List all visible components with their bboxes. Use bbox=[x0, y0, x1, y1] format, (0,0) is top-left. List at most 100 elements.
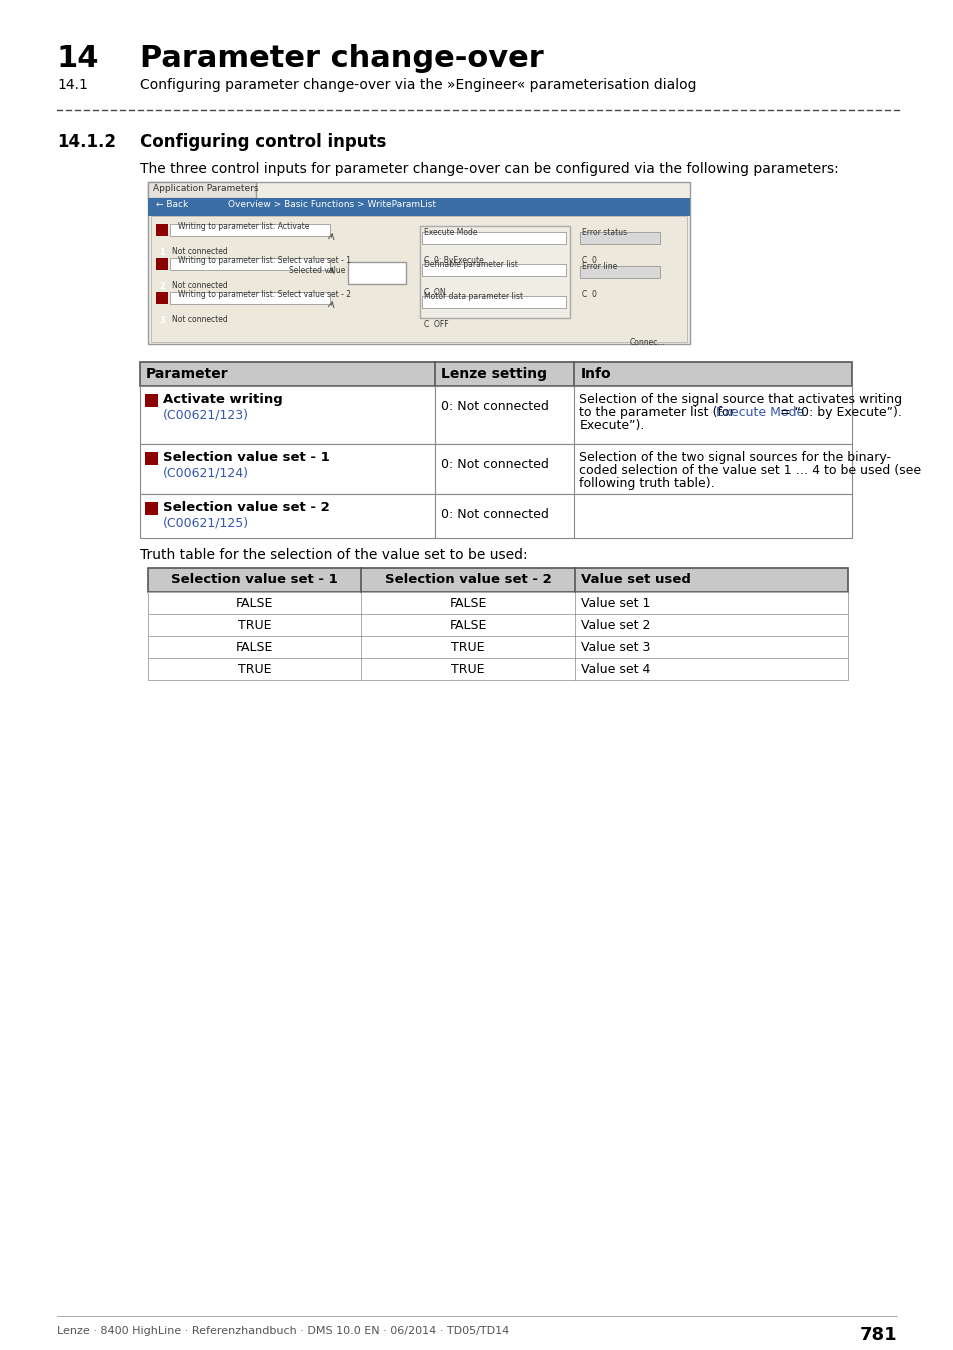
Bar bbox=[140, 444, 851, 494]
Text: Truth table for the selection of the value set to be used:: Truth table for the selection of the val… bbox=[140, 548, 527, 562]
Text: Activate writing: Activate writing bbox=[163, 393, 282, 406]
Text: Execute Mode: Execute Mode bbox=[423, 228, 477, 238]
Text: TRUE: TRUE bbox=[451, 641, 484, 653]
Text: following truth table).: following truth table). bbox=[578, 477, 714, 490]
Text: 14.1: 14.1 bbox=[57, 78, 88, 92]
Text: = “0: by Execute”).: = “0: by Execute”). bbox=[776, 406, 902, 418]
Bar bbox=[148, 614, 847, 636]
Bar bbox=[140, 386, 851, 444]
Bar bbox=[156, 292, 168, 304]
Bar bbox=[421, 296, 565, 308]
Text: 0: Not connected: 0: Not connected bbox=[441, 458, 549, 471]
Text: Selection of the signal source that activates writing: Selection of the signal source that acti… bbox=[578, 393, 902, 406]
Text: Parameter change-over: Parameter change-over bbox=[140, 45, 543, 73]
Text: coded selection of the value set 1 … 4 to be used (see: coded selection of the value set 1 … 4 t… bbox=[578, 464, 921, 477]
Text: Selection of the two signal sources for the binary-: Selection of the two signal sources for … bbox=[578, 451, 890, 464]
Text: Application Parameters: Application Parameters bbox=[152, 184, 258, 193]
Text: Motor data parameter list: Motor data parameter list bbox=[423, 292, 522, 301]
Text: Parameter: Parameter bbox=[146, 367, 229, 381]
Text: 3: 3 bbox=[148, 516, 155, 526]
Bar bbox=[140, 362, 851, 386]
Bar bbox=[170, 224, 330, 236]
Text: C  0: ByExecute: C 0: ByExecute bbox=[423, 256, 483, 265]
Text: Not connected: Not connected bbox=[172, 315, 228, 324]
Bar bbox=[579, 232, 659, 244]
Bar bbox=[151, 216, 686, 342]
Text: Connec...: Connec... bbox=[629, 338, 665, 347]
Text: 2: 2 bbox=[159, 282, 165, 292]
Bar bbox=[140, 386, 851, 444]
Text: Value set 2: Value set 2 bbox=[580, 620, 650, 632]
Text: Value set 4: Value set 4 bbox=[580, 663, 650, 676]
Text: 14.1.2: 14.1.2 bbox=[57, 134, 116, 151]
Text: FALSE: FALSE bbox=[449, 597, 486, 610]
Text: 0: Not connected: 0: Not connected bbox=[441, 508, 549, 521]
Text: Execute Mode: Execute Mode bbox=[715, 406, 803, 418]
Text: Not connected: Not connected bbox=[172, 281, 228, 290]
Text: Info: Info bbox=[579, 367, 610, 381]
Text: Lenze · 8400 HighLine · Referenzhandbuch · DMS 10.0 EN · 06/2014 · TD05/TD14: Lenze · 8400 HighLine · Referenzhandbuch… bbox=[57, 1326, 509, 1336]
Bar bbox=[156, 224, 168, 236]
Text: FALSE: FALSE bbox=[235, 597, 274, 610]
Bar bbox=[148, 198, 689, 216]
Text: (C00621/125): (C00621/125) bbox=[163, 516, 249, 529]
Bar bbox=[421, 232, 565, 244]
Text: Value set 1: Value set 1 bbox=[580, 597, 650, 610]
Text: Error line: Error line bbox=[581, 262, 617, 271]
Text: 0: Not connected: 0: Not connected bbox=[441, 400, 549, 413]
Text: C  OFF: C OFF bbox=[423, 320, 448, 329]
Bar bbox=[421, 265, 565, 275]
Bar bbox=[148, 657, 847, 680]
Text: 2: 2 bbox=[148, 466, 155, 477]
Bar bbox=[140, 494, 851, 539]
Text: FALSE: FALSE bbox=[235, 641, 274, 653]
Bar bbox=[170, 258, 330, 270]
Text: Configuring control inputs: Configuring control inputs bbox=[140, 134, 386, 151]
Bar bbox=[148, 182, 689, 344]
Text: Overview > Basic Functions > WriteParamList: Overview > Basic Functions > WriteParamL… bbox=[228, 200, 436, 209]
Text: Writing to parameter list: Activate: Writing to parameter list: Activate bbox=[178, 221, 309, 231]
Bar bbox=[156, 258, 168, 270]
Text: Selection value set - 1: Selection value set - 1 bbox=[163, 451, 330, 464]
Text: 1: 1 bbox=[148, 408, 155, 418]
Bar bbox=[170, 292, 330, 304]
Bar bbox=[148, 182, 255, 198]
Bar bbox=[140, 444, 851, 494]
Bar bbox=[140, 494, 851, 539]
Text: Definable parameter list: Definable parameter list bbox=[423, 261, 517, 269]
Bar bbox=[148, 593, 847, 614]
Text: Not connected: Not connected bbox=[172, 247, 228, 256]
Text: Lenze setting: Lenze setting bbox=[441, 367, 547, 381]
Text: Error status: Error status bbox=[581, 228, 626, 238]
Text: Selection value set - 2: Selection value set - 2 bbox=[384, 572, 551, 586]
Text: Value set used: Value set used bbox=[580, 572, 690, 586]
Bar bbox=[348, 262, 406, 284]
Text: 14: 14 bbox=[57, 45, 99, 73]
Text: Selection value set - 1: Selection value set - 1 bbox=[172, 572, 337, 586]
Text: (C00621/123): (C00621/123) bbox=[163, 408, 249, 421]
Text: C  ON: C ON bbox=[423, 288, 445, 297]
Text: ← Back: ← Back bbox=[156, 200, 188, 209]
Text: C  0: C 0 bbox=[581, 256, 597, 265]
Text: The three control inputs for parameter change-over can be configured via the fol: The three control inputs for parameter c… bbox=[140, 162, 838, 176]
Bar bbox=[148, 657, 847, 680]
Bar bbox=[148, 614, 847, 636]
Text: to the parameter list (for: to the parameter list (for bbox=[578, 406, 739, 418]
Bar bbox=[148, 593, 847, 614]
Text: TRUE: TRUE bbox=[237, 663, 272, 676]
Text: TRUE: TRUE bbox=[237, 620, 272, 632]
Text: C  0: C 0 bbox=[581, 290, 597, 298]
Text: 781: 781 bbox=[859, 1326, 896, 1345]
Text: Writing to parameter list: Select value set - 1: Writing to parameter list: Select value … bbox=[178, 256, 351, 265]
Bar bbox=[419, 225, 569, 319]
Bar bbox=[145, 502, 158, 514]
Bar bbox=[140, 362, 851, 386]
Text: FALSE: FALSE bbox=[449, 620, 486, 632]
Text: Value set 3: Value set 3 bbox=[580, 641, 650, 653]
Bar bbox=[148, 636, 847, 657]
Text: Selected value: Selected value bbox=[289, 266, 345, 275]
Text: (C00621/124): (C00621/124) bbox=[163, 466, 249, 479]
Text: 3: 3 bbox=[159, 316, 165, 325]
Text: Selection value set - 2: Selection value set - 2 bbox=[163, 501, 330, 514]
Bar bbox=[148, 568, 847, 593]
